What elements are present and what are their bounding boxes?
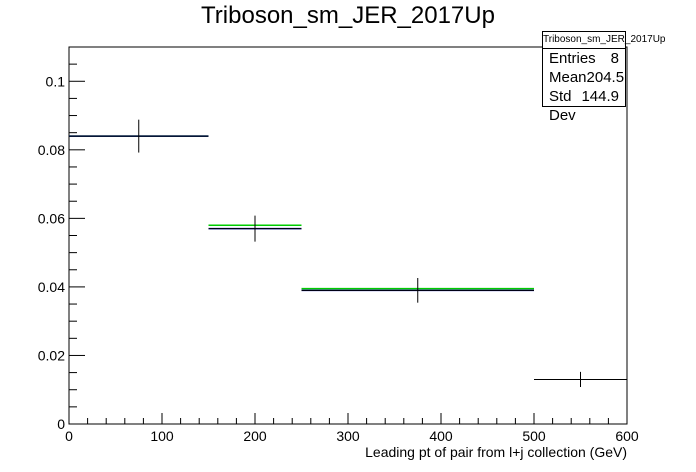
stats-entries-row: Entries 8 (543, 49, 625, 68)
x-tick-label: 200 (243, 428, 267, 444)
stats-mean-value: 204.5 (586, 69, 625, 86)
stats-box-title: Triboson_sm_JER_2017Up (543, 32, 665, 49)
y-tick-label: 0 (57, 416, 65, 432)
stats-mean-label: Mean (549, 69, 587, 86)
y-tick-label: 0.08 (38, 142, 65, 158)
y-tick-label: 0.02 (38, 347, 65, 363)
chart-title: Triboson_sm_JER_2017Up (201, 2, 495, 29)
y-tick-label: 0.1 (46, 73, 66, 89)
x-tick-label: 600 (615, 428, 639, 444)
stats-box: Triboson_sm_JER_2017Up Entries 8 Mean 20… (542, 31, 665, 124)
stats-entries-value: 8 (610, 50, 619, 67)
stats-stddev-label: Std Dev (549, 88, 576, 124)
stats-stddev-value: 144.9 (581, 88, 619, 105)
x-tick-label: 400 (429, 428, 453, 444)
stats-stddev-row: Std Dev 144.9 (543, 87, 625, 125)
y-tick-label: 0.06 (38, 210, 65, 226)
x-tick-label: 0 (65, 428, 73, 444)
x-tick-label: 500 (522, 428, 546, 444)
x-tick-label: 300 (336, 428, 360, 444)
x-axis-title: Leading pt of pair from l+j collection (… (365, 444, 627, 460)
stats-entries-label: Entries (549, 50, 596, 67)
y-tick-label: 0.04 (38, 279, 65, 295)
x-tick-label: 100 (150, 428, 174, 444)
stats-mean-row: Mean 204.5 (543, 68, 625, 87)
